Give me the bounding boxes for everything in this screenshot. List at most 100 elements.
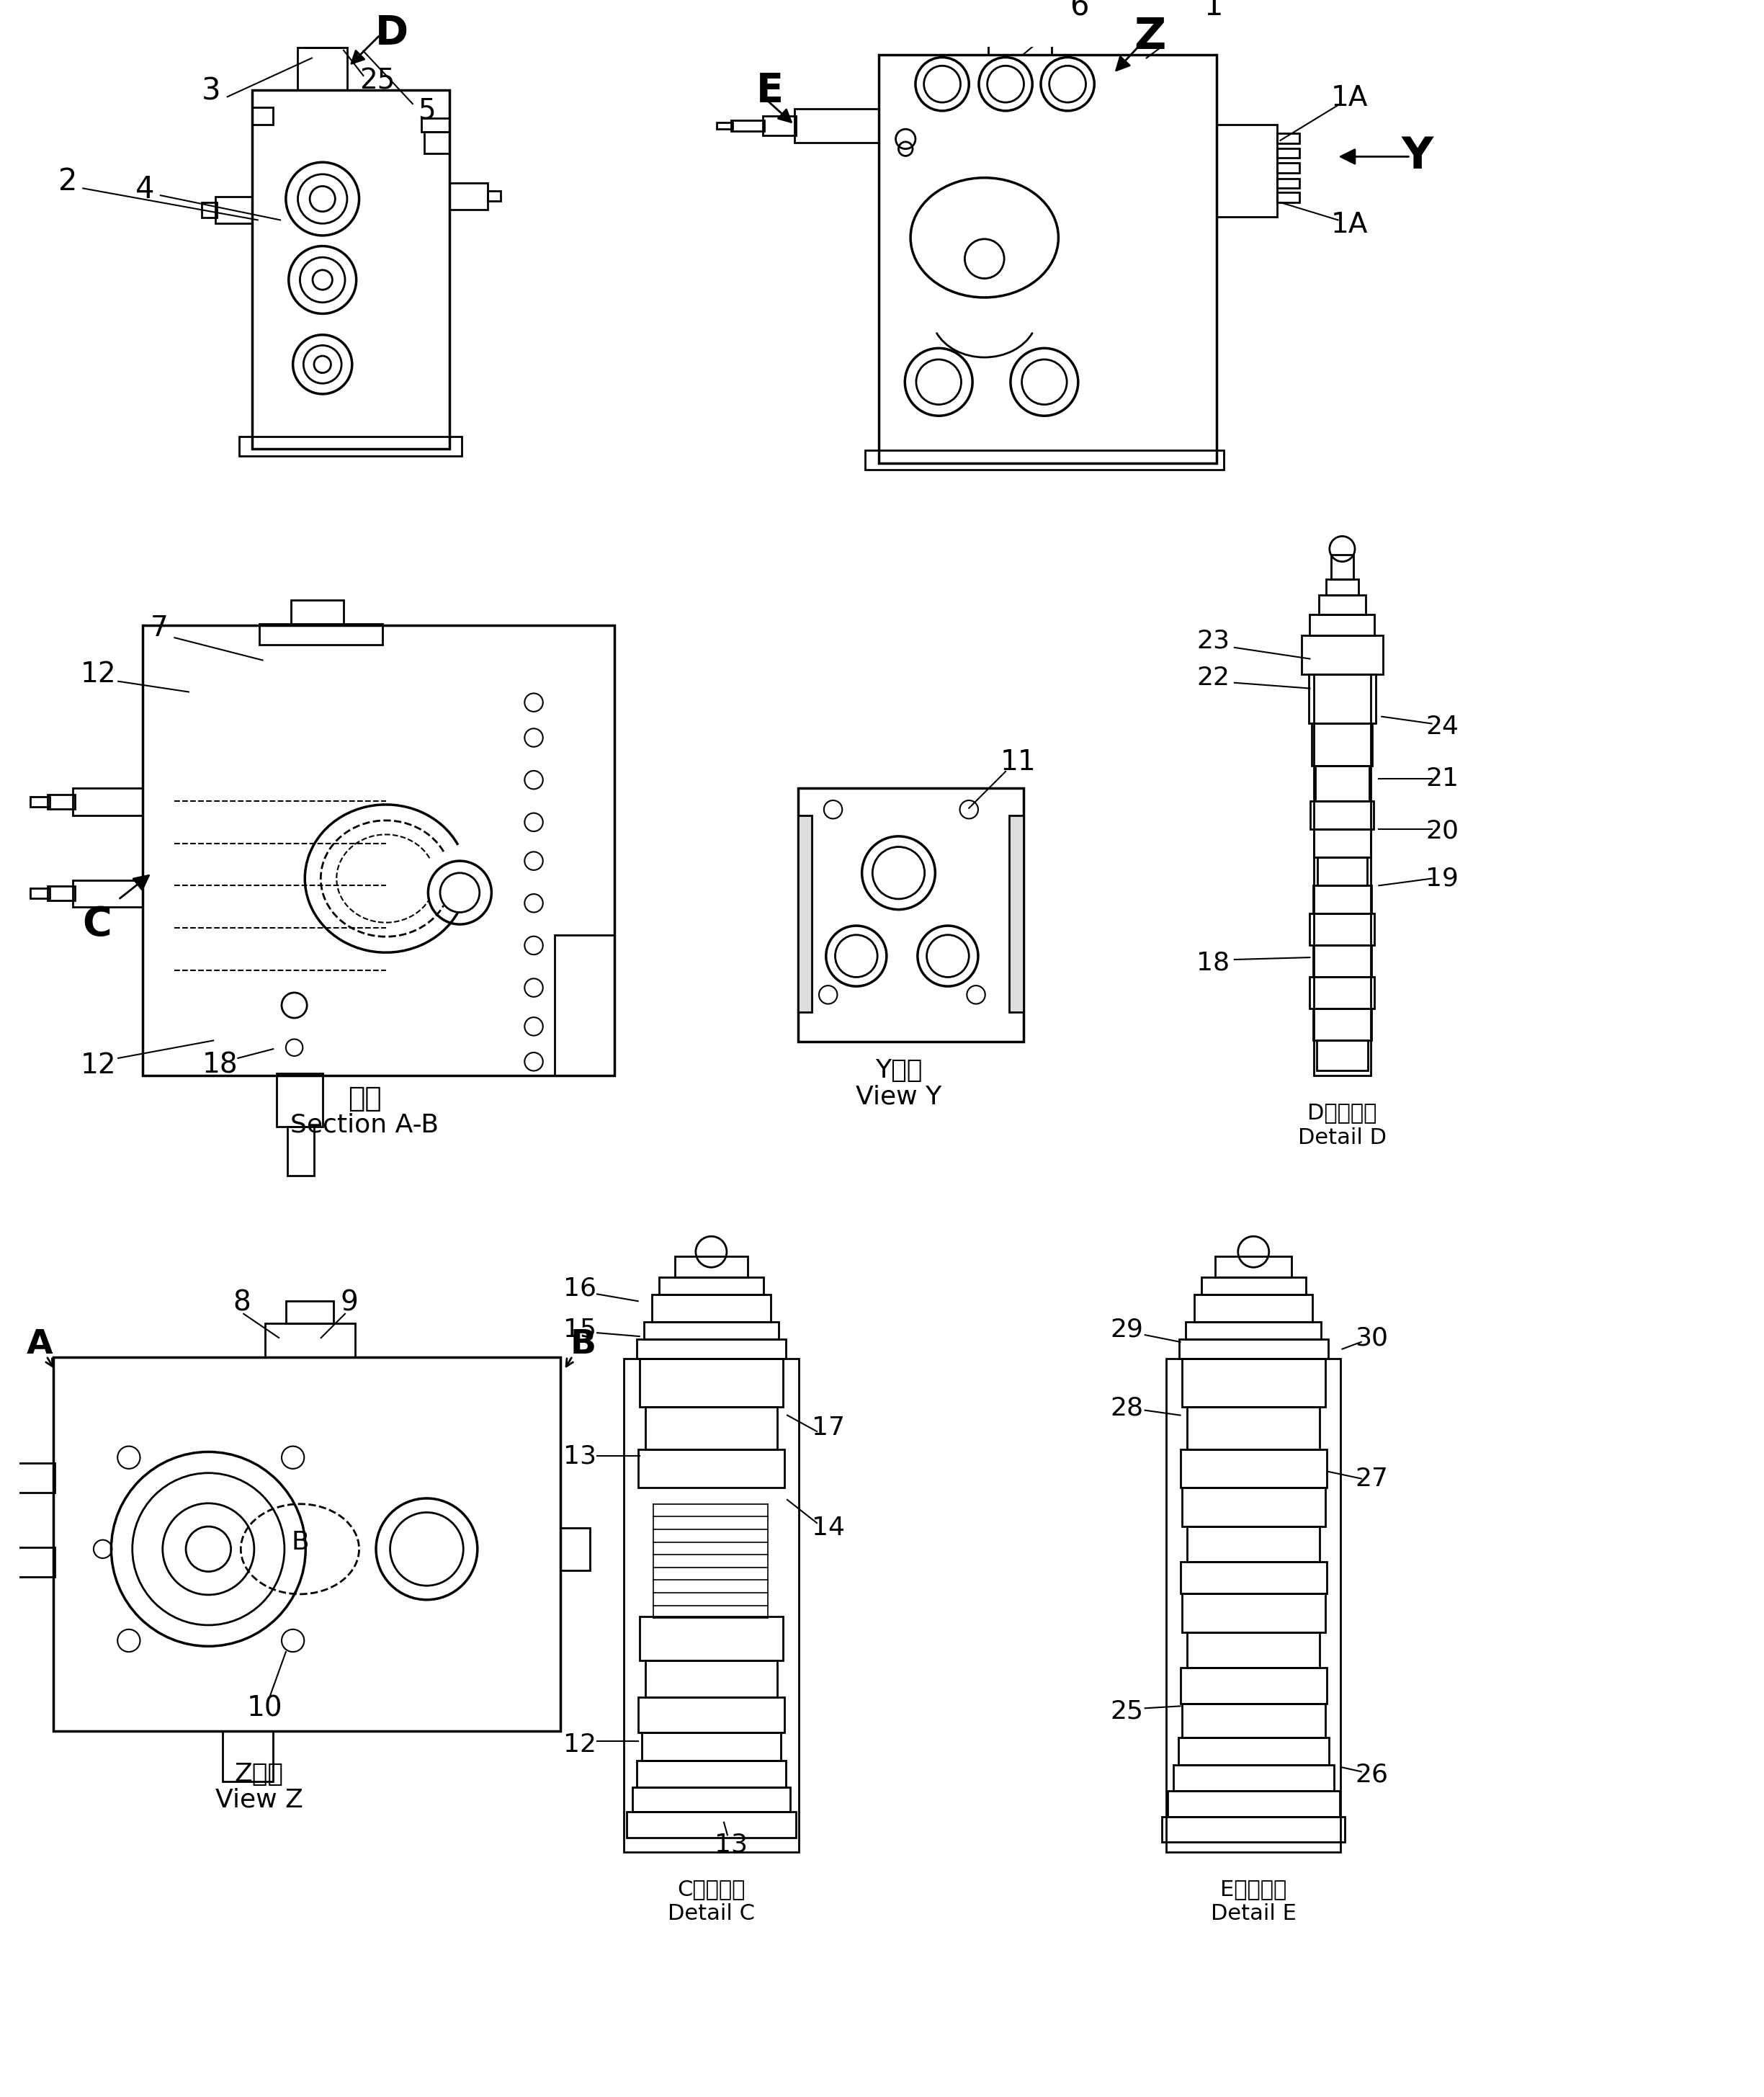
Bar — [1187, 1631, 1319, 1667]
Bar — [1166, 1359, 1341, 1852]
Text: 2: 2 — [58, 166, 78, 197]
Bar — [653, 1294, 771, 1321]
Bar — [639, 1617, 783, 1661]
Bar — [794, 109, 878, 143]
Bar — [637, 1340, 787, 1359]
Bar — [1194, 1294, 1312, 1321]
Text: 27: 27 — [1355, 1466, 1388, 1491]
Bar — [259, 623, 383, 644]
Text: 24: 24 — [1425, 715, 1459, 740]
Text: A: A — [26, 1329, 53, 1361]
Bar — [1182, 1359, 1325, 1407]
Text: 22: 22 — [1196, 665, 1230, 690]
Text: E　詳　細: E 詳 細 — [1221, 1879, 1286, 1900]
Bar — [0, 1468, 11, 1487]
Text: B: B — [291, 1529, 309, 1554]
Bar — [1316, 765, 1369, 801]
Bar — [642, 1732, 781, 1759]
Bar — [1180, 1667, 1327, 1705]
Text: B: B — [570, 1329, 596, 1361]
Text: 7: 7 — [150, 614, 168, 642]
Text: Y　視: Y 視 — [875, 1057, 923, 1082]
Bar — [1201, 1277, 1305, 1294]
Bar — [286, 1300, 333, 1323]
Text: Section A-B: Section A-B — [291, 1114, 439, 1137]
Text: Z　視: Z 視 — [235, 1761, 284, 1787]
Text: 3: 3 — [201, 75, 220, 107]
Bar — [1215, 1256, 1291, 1277]
Bar — [1318, 1040, 1367, 1069]
Bar — [1314, 946, 1371, 977]
Bar — [1311, 914, 1374, 946]
Text: D: D — [376, 15, 407, 52]
Bar — [7, 1464, 55, 1493]
Text: Detail E: Detail E — [1210, 1904, 1297, 1925]
Text: 16: 16 — [563, 1277, 596, 1300]
Text: 13: 13 — [714, 1833, 748, 1858]
Bar — [1173, 1764, 1334, 1791]
Bar — [1180, 1449, 1327, 1487]
Text: C: C — [83, 906, 111, 944]
Bar — [252, 90, 450, 449]
Text: 13: 13 — [563, 1445, 596, 1468]
Bar — [288, 1126, 314, 1176]
Bar — [222, 1730, 273, 1782]
Text: 12: 12 — [81, 661, 116, 688]
Bar — [716, 122, 732, 130]
Text: E: E — [757, 71, 783, 111]
Text: 30: 30 — [1355, 1325, 1388, 1350]
Bar — [1314, 828, 1371, 858]
Bar — [72, 881, 143, 906]
Bar — [1178, 1340, 1328, 1359]
Text: 25: 25 — [360, 67, 395, 94]
Text: 15: 15 — [563, 1317, 596, 1342]
Text: D　詳　細: D 詳 細 — [1307, 1101, 1378, 1122]
Bar — [626, 1812, 796, 1837]
Bar — [639, 1696, 785, 1732]
Bar — [632, 1787, 790, 1812]
Text: View Y: View Y — [856, 1084, 942, 1109]
Bar — [1332, 554, 1353, 579]
Text: C　詳　細: C 詳 細 — [677, 1879, 744, 1900]
Text: 1A: 1A — [1330, 84, 1367, 111]
Text: 11: 11 — [1000, 749, 1035, 776]
Bar — [48, 795, 74, 809]
Text: 14: 14 — [811, 1516, 845, 1539]
Text: 8: 8 — [233, 1290, 250, 1317]
Bar — [1185, 1321, 1321, 1340]
Text: Z: Z — [1134, 15, 1166, 59]
Bar — [450, 182, 489, 210]
Text: 21: 21 — [1425, 765, 1459, 791]
Text: 18: 18 — [1196, 950, 1230, 975]
Text: 4: 4 — [136, 174, 155, 206]
Bar — [1312, 723, 1372, 765]
Bar — [277, 1074, 323, 1126]
Bar — [1009, 816, 1023, 1013]
Bar — [639, 1449, 785, 1487]
Bar — [674, 1256, 748, 1277]
Bar — [646, 1661, 778, 1696]
Bar — [1318, 858, 1367, 885]
Bar — [1187, 1407, 1319, 1449]
Text: 20: 20 — [1425, 818, 1459, 843]
Bar — [1180, 1562, 1327, 1594]
Bar — [30, 797, 49, 807]
Bar — [240, 436, 462, 455]
Text: 6: 6 — [1071, 0, 1088, 21]
Bar — [298, 48, 348, 90]
Bar — [624, 1359, 799, 1852]
Bar — [878, 55, 1217, 463]
Bar — [639, 1359, 783, 1407]
Bar — [1182, 1487, 1325, 1527]
Bar — [1187, 1527, 1319, 1562]
Bar — [660, 1277, 764, 1294]
Text: 1: 1 — [1203, 0, 1222, 21]
Bar — [561, 1529, 591, 1571]
Bar — [425, 132, 450, 153]
Text: 12: 12 — [563, 1732, 596, 1757]
Bar — [762, 115, 796, 136]
Bar — [489, 191, 501, 201]
Bar — [1314, 1009, 1371, 1040]
Bar — [1178, 1738, 1328, 1764]
Bar — [1277, 149, 1300, 157]
